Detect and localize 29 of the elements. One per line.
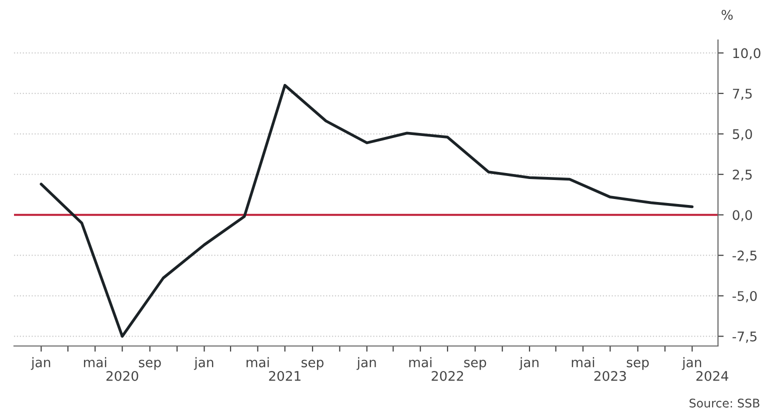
x2-tick-label: 2020 [106, 370, 138, 381]
x-tick-label: jan [356, 357, 376, 370]
y-tick-label: 5,0 [732, 129, 752, 140]
y-tick-label: -2,5 [732, 250, 756, 262]
x2-tick-label: 2023 [594, 370, 626, 381]
x-tick-label: mai [246, 357, 269, 368]
line-series [40, 84, 694, 338]
y-tick-label: -7,5 [732, 332, 756, 343]
x-tick-label: jan [519, 357, 538, 370]
x-tick-label: jan [30, 357, 50, 370]
x-tick-label: sep [626, 360, 649, 370]
x2-tick-label: 2024 [696, 370, 728, 381]
x-tick-label: sep [138, 360, 161, 370]
x2-tick-label: 2022 [432, 370, 464, 381]
x-tick-label: mai [572, 357, 594, 368]
y-axis-title: % [722, 10, 733, 20]
x-tick-label: sep [464, 360, 486, 370]
y-tick-label: 7,5 [732, 88, 752, 100]
source-note: Source: SSB [690, 398, 760, 408]
x2-tick-label: 2021 [269, 370, 300, 381]
x-tick-label: sep [302, 360, 324, 370]
x-tick-label: mai [409, 357, 432, 368]
y-tick-label: -5,0 [732, 291, 757, 302]
x-tick-label: jan [194, 357, 214, 370]
y-tick-label: 10,0 [733, 48, 760, 60]
y-tick-label: 2,5 [732, 170, 752, 181]
y-tick-label: 0,0 [732, 210, 752, 222]
x-tick-label: mai [84, 357, 106, 368]
x-tick-label: jan [682, 357, 702, 370]
